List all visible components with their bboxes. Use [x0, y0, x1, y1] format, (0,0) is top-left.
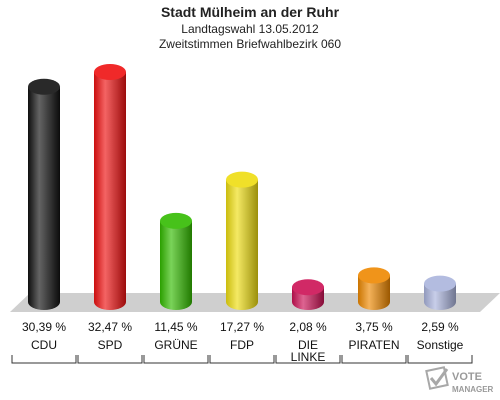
- bar-body: [226, 179, 258, 310]
- bar-top: [226, 171, 258, 188]
- bar-cdu: [28, 78, 60, 310]
- bar-top: [424, 275, 456, 292]
- value-label: 3,75 %: [355, 320, 393, 334]
- category-label: FDP: [230, 338, 254, 352]
- logo-line2: MANAGER: [452, 385, 494, 394]
- value-label: 32,47 %: [88, 320, 132, 334]
- chart-subtitle-district: Zweitstimmen Briefwahlbezirk 060: [159, 37, 341, 51]
- vote-manager-logo: VOTE MANAGER: [425, 366, 494, 394]
- value-label: 2,08 %: [289, 320, 327, 334]
- bars-group: [28, 64, 456, 310]
- bar-body: [358, 275, 390, 310]
- axis-segment: [77, 355, 143, 364]
- axis-segment: [407, 355, 473, 364]
- ballot-check-icon: [425, 366, 449, 390]
- bar-top: [292, 279, 324, 296]
- value-label: 2,59 %: [421, 320, 459, 334]
- bar-fdp: [226, 171, 258, 310]
- bar-die-linke: [292, 279, 324, 310]
- bar-top: [28, 78, 60, 95]
- bar-body: [94, 72, 126, 310]
- axis-segment: [275, 355, 341, 364]
- axis-segment: [11, 355, 77, 364]
- value-label: 17,27 %: [220, 320, 264, 334]
- category-label: PIRATEN: [348, 338, 399, 352]
- category-label: GRÜNE: [154, 338, 197, 352]
- value-label: 11,45 %: [154, 320, 197, 334]
- chart-subtitle-election: Landtagswahl 13.05.2012: [181, 22, 319, 36]
- category-label: SPD: [98, 338, 123, 352]
- bar-top: [358, 267, 390, 284]
- category-axis: [11, 355, 473, 364]
- bar-body: [160, 220, 192, 310]
- category-label: Sonstige: [417, 338, 464, 352]
- value-label: 30,39 %: [22, 320, 66, 334]
- axis-segment: [341, 355, 407, 364]
- bar-body: [28, 86, 60, 310]
- bar-top: [94, 64, 126, 80]
- labels-group: 30,39 % CDU 32,47 % SPD 11,45 % GRÜNE 17,27 % F…: [22, 320, 464, 364]
- bar-piraten: [358, 267, 390, 310]
- bar-sonstige: [424, 275, 456, 310]
- axis-segment: [209, 355, 275, 364]
- bar-grüne: [160, 212, 192, 310]
- category-label: DIE: [298, 338, 318, 352]
- logo-line1: VOTE: [452, 371, 482, 383]
- chart-title: Stadt Mülheim an der Ruhr: [161, 4, 340, 20]
- bar-top: [160, 212, 192, 229]
- bar-spd: [94, 64, 126, 310]
- chart-header: Stadt Mülheim an der Ruhr Landtagswahl 1…: [159, 4, 341, 51]
- axis-segment: [143, 355, 209, 364]
- category-label: LINKE: [291, 350, 326, 364]
- category-label: CDU: [31, 338, 57, 352]
